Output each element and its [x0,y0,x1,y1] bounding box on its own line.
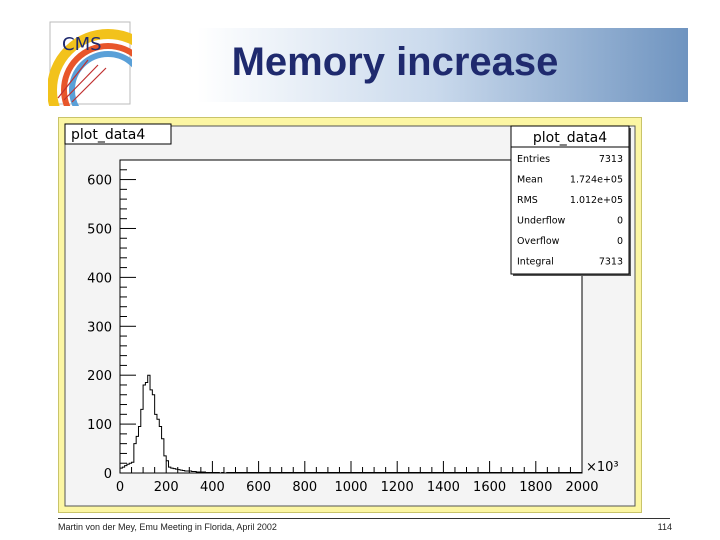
y-tick-label: 200 [87,369,112,384]
stats-label: Mean [517,175,543,186]
stats-value: 1.724e+05 [570,175,623,186]
footer-credit: Martin von der Mey, Emu Meeting in Flori… [58,522,277,532]
page-title: Memory increase [231,40,559,84]
footer-divider [58,518,670,519]
stats-value: 1.012e+05 [570,195,623,206]
x-tick-label: 1800 [519,480,552,495]
x-tick-label: 1200 [381,480,414,495]
y-tick-label: 500 [87,222,112,237]
cms-logo-icon: CMS [48,21,132,106]
histogram-title-box [64,123,172,145]
stats-label: Overflow [517,236,560,247]
stats-value: 0 [617,236,623,247]
y-tick-label: 0 [104,467,112,482]
stats-value: 7313 [599,257,623,268]
stats-label: Underflow [517,216,566,227]
x-tick-label: 600 [246,480,271,495]
stats-box-title: plot_data4 [533,130,607,146]
y-tick-label: 300 [87,320,112,335]
stats-value: 7313 [599,154,623,165]
y-tick-label: 100 [87,418,112,433]
stats-value: 0 [617,216,623,227]
stats-label: Entries [517,154,550,165]
x-tick-label: 1600 [473,480,506,495]
page-number: 114 [657,522,672,532]
y-tick-label: 600 [87,174,112,189]
x-tick-label: 0 [116,480,124,495]
x-tick-label: 200 [154,480,179,495]
stats-label: Integral [517,257,554,268]
x-tick-label: 800 [292,480,317,495]
stats-label: RMS [517,195,538,206]
histogram-chart: plot_data4 0 100 200 300 400 500 600 0 200 400 600 8… [64,123,636,507]
histogram-series [119,374,227,474]
plot-area [119,159,583,474]
plot-canvas: plot_data4 0 100 200 300 400 500 600 0 200 400 600 8… [58,117,642,513]
title-banner [130,28,688,102]
x-tick-label: 1000 [334,480,367,495]
x-tick-label: 1400 [427,480,460,495]
stats-box [510,125,630,275]
histogram-title: plot_data4 [71,127,145,143]
y-tick-label: 400 [87,271,112,286]
logo-text: CMS [62,34,102,55]
x-axis-multiplier: ×10³ [586,460,619,475]
x-tick-label: 400 [200,480,225,495]
x-tick-label: 2000 [565,480,598,495]
